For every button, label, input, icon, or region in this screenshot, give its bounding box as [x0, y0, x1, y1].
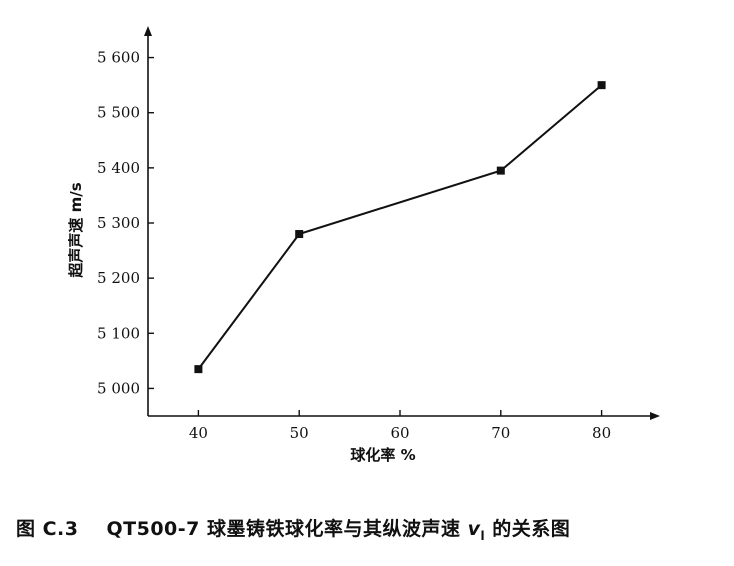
chart: 5 000 5 100 5 200 5 300 5 400 5 500 5 600 40 50 6…	[67, 26, 660, 464]
caption-title-tail: 的关系图	[485, 518, 571, 540]
data-series	[194, 81, 606, 374]
data-point	[295, 230, 304, 239]
y-tick-label: 5 100	[97, 324, 140, 342]
y-tick-label: 5 300	[97, 214, 140, 232]
data-point	[194, 365, 203, 374]
x-tick-label: 60	[390, 424, 409, 442]
caption-title: QT500-7 球墨铸铁球化率与其纵波声速	[106, 518, 468, 540]
x-tick-label: 70	[491, 424, 510, 442]
y-axis-label: 超声声速 m/s	[67, 182, 85, 278]
x-axis-label: 球化率 %	[350, 446, 415, 464]
y-tick-label: 5 400	[97, 159, 140, 177]
y-tick-label: 5 200	[97, 269, 140, 287]
ticks: 5 000 5 100 5 200 5 300 5 400 5 500 5 600 40 50 6…	[97, 49, 611, 442]
caption-symbol: v	[467, 518, 481, 540]
x-tick-label: 80	[592, 424, 611, 442]
x-tick-label: 40	[189, 424, 208, 442]
figure-caption: 图 C.3 QT500-7 球墨铸铁球化率与其纵波声速 vl 的关系图	[16, 514, 570, 543]
figure-number: 图 C.3	[16, 518, 79, 540]
data-point	[496, 166, 505, 175]
series-line	[197, 84, 603, 370]
y-tick-label: 5 500	[97, 104, 140, 122]
y-tick-label: 5 600	[97, 49, 140, 67]
caption-symbol-subscript: l	[480, 528, 486, 543]
y-tick-label: 5 000	[97, 379, 140, 397]
y-axis-arrow	[144, 26, 152, 36]
data-point	[597, 81, 606, 90]
x-axis-arrow	[650, 412, 660, 420]
axes	[144, 26, 660, 420]
x-tick-label: 50	[290, 424, 309, 442]
